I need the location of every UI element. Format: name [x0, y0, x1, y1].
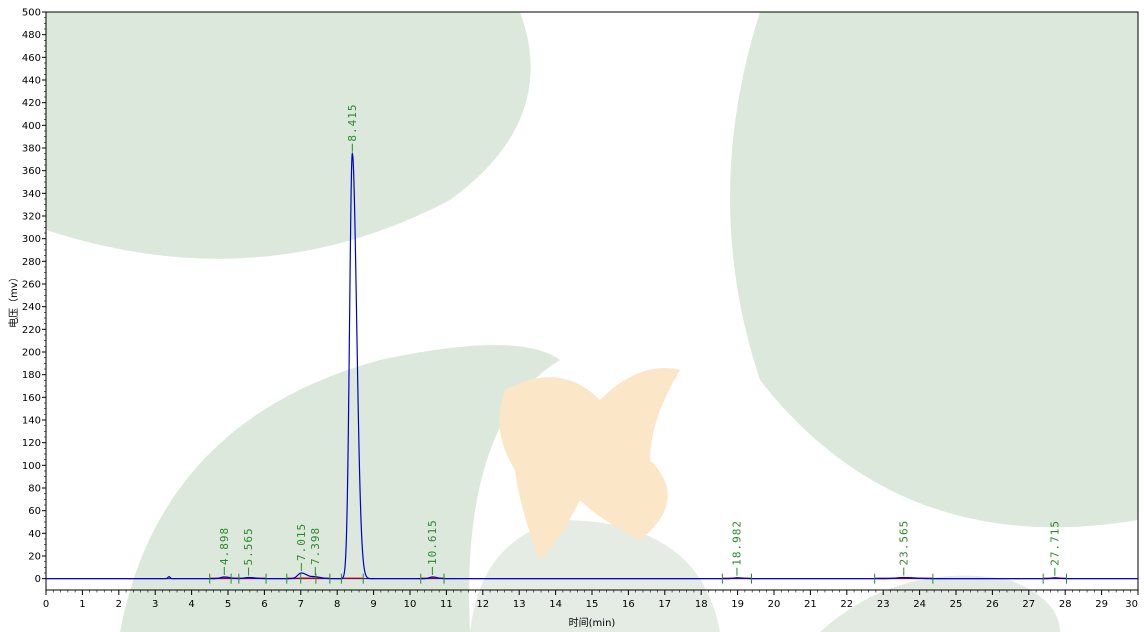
y-tick-label: 480	[22, 30, 41, 41]
y-axis-title: 电压（mv）	[7, 272, 20, 328]
x-axis-title: 时间(min)	[569, 616, 616, 629]
x-tick-label: 21	[804, 599, 817, 610]
x-tick-label: 5	[225, 599, 231, 610]
x-tick-label: 17	[658, 599, 671, 610]
y-tick-label: 0	[35, 574, 41, 585]
y-tick-label: 160	[22, 393, 41, 404]
x-tick-label: 24	[913, 599, 926, 610]
x-tick-label: 16	[622, 599, 635, 610]
y-axis: 0 20 40 60 80 100 120 140 160 180 200 220 240 260 280 3…	[22, 8, 46, 585]
x-tick-label: 22	[840, 599, 853, 610]
x-tick-label: 0	[43, 599, 49, 610]
peak-label: 27.715	[1048, 520, 1061, 566]
x-tick-label: 29	[1095, 599, 1108, 610]
y-tick-label: 40	[28, 529, 41, 540]
x-axis: 0 1 2 3 4 5 6 7 8 9 10 11 12 13 14 15 16 17 18 19 20 21 22 23 24…	[43, 590, 1139, 610]
x-tick-label: 3	[152, 599, 158, 610]
x-tick-label: 11	[440, 599, 453, 610]
x-tick-label: 6	[261, 599, 267, 610]
y-tick-label: 320	[22, 212, 41, 223]
x-tick-label: 30	[1125, 599, 1138, 610]
y-tick-label: 420	[22, 98, 41, 109]
x-tick-label: 2	[116, 599, 122, 610]
watermark-logo	[46, 12, 1138, 632]
x-tick-label: 8	[334, 599, 340, 610]
chromatogram-trace	[46, 151, 1138, 580]
y-tick-label: 200	[22, 348, 41, 359]
x-tick-label: 14	[549, 599, 562, 610]
x-tick-label: 25	[950, 599, 963, 610]
x-tick-label: 28	[1059, 599, 1072, 610]
y-tick-label: 380	[22, 144, 41, 155]
x-tick-label: 18	[695, 599, 708, 610]
y-tick-label: 120	[22, 438, 41, 449]
x-tick-label: 10	[404, 599, 417, 610]
y-tick-label: 220	[22, 325, 41, 336]
peak-label: 23.565	[897, 520, 910, 566]
x-tick-label: 13	[513, 599, 526, 610]
x-tick-label: 1	[79, 599, 85, 610]
y-tick-label: 360	[22, 166, 41, 177]
x-tick-label: 4	[188, 599, 194, 610]
y-tick-label: 300	[22, 234, 41, 245]
peak-label: 8.415	[346, 104, 359, 142]
x-tick-label: 12	[476, 599, 489, 610]
y-tick-label: 180	[22, 370, 41, 381]
x-tick-label: 27	[1022, 599, 1035, 610]
y-tick-label: 340	[22, 189, 41, 200]
y-tick-label: 240	[22, 302, 41, 313]
x-tick-label: 20	[768, 599, 781, 610]
y-tick-label: 80	[28, 484, 41, 495]
y-tick-label: 280	[22, 257, 41, 268]
y-tick-label: 140	[22, 416, 41, 427]
x-tick-label: 9	[370, 599, 376, 610]
y-tick-label: 400	[22, 121, 41, 132]
x-tick-label: 7	[298, 599, 304, 610]
y-tick-label: 500	[22, 8, 41, 19]
peak-label: 7.398	[309, 527, 322, 565]
x-tick-label: 19	[731, 599, 744, 610]
y-tick-label: 440	[22, 76, 41, 87]
y-tick-label: 260	[22, 280, 41, 291]
peak-label: 18.982	[730, 520, 743, 566]
x-tick-label: 15	[586, 599, 599, 610]
x-tick-label: 26	[986, 599, 999, 610]
peak-label: 7.015	[295, 523, 308, 561]
y-tick-label: 60	[28, 506, 41, 517]
peak-label: 10.615	[426, 519, 439, 565]
y-tick-label: 460	[22, 53, 41, 64]
x-tick-label: 23	[877, 599, 890, 610]
peak-markers: 4.898 5.565 7.015 7.398 8.415 10.615 18.982 23.…	[209, 104, 1067, 584]
y-tick-label: 100	[22, 461, 41, 472]
peak-label: 5.565	[242, 527, 255, 565]
peak-label: 4.898	[218, 527, 231, 565]
y-tick-label: 20	[28, 552, 41, 563]
